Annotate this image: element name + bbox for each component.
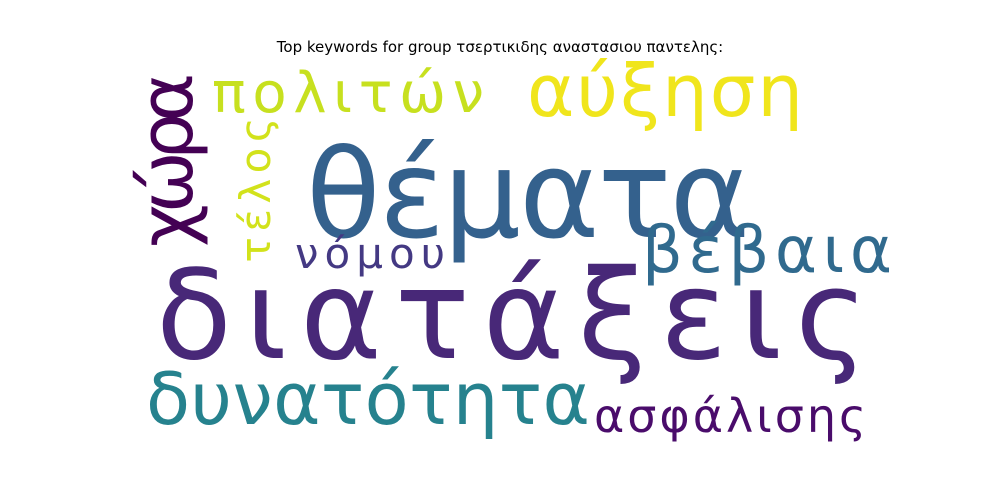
word-6: βέβαια xyxy=(642,214,892,288)
word-4: χώρα xyxy=(124,73,210,247)
chart-title: Top keywords for group τσερτικιδης αναστ… xyxy=(276,38,724,56)
word-1: διατάξεις xyxy=(156,244,868,388)
word-9: νόμου xyxy=(295,229,445,278)
word-5: αύξηση xyxy=(527,49,803,133)
word-3: δυνατότητα xyxy=(146,357,590,441)
word-7: πολιτών xyxy=(212,61,484,126)
word-2: θέματα xyxy=(306,124,750,266)
word-10: τέλος xyxy=(231,118,280,263)
word-8: ασφάλισης xyxy=(594,389,866,443)
